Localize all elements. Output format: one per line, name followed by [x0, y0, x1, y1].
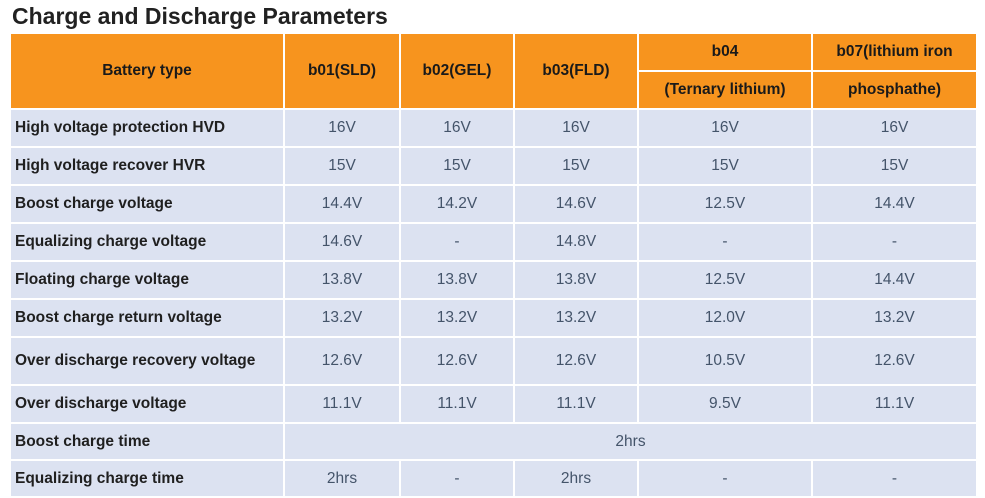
value-cell: 14.4V	[813, 186, 976, 222]
table-body: High voltage protection HVD 16V 16V 16V …	[11, 110, 976, 496]
value-cell: 12.0V	[639, 300, 811, 336]
value-cell: -	[813, 461, 976, 496]
value-cell: 12.6V	[813, 338, 976, 384]
value-cell: 15V	[401, 148, 513, 184]
page-title: Charge and Discharge Parameters	[12, 3, 388, 29]
value-cell: 12.5V	[639, 262, 811, 298]
table-row: Boost charge voltage 14.4V 14.2V 14.6V 1…	[11, 186, 976, 222]
table-row: Over discharge recovery voltage 12.6V 12…	[11, 338, 976, 384]
value-cell: 14.4V	[285, 186, 399, 222]
value-cell: 14.6V	[515, 186, 637, 222]
row-label: Boost charge return voltage	[11, 300, 283, 336]
value-cell: 13.2V	[401, 300, 513, 336]
table-row: High voltage recover HVR 15V 15V 15V 15V…	[11, 148, 976, 184]
value-cell: 14.8V	[515, 224, 637, 260]
table-row: Equalizing charge time 2hrs - 2hrs - -	[11, 461, 976, 496]
header-b03: b03(FLD)	[515, 34, 637, 108]
row-label: Over discharge voltage	[11, 386, 283, 422]
value-cell: -	[639, 461, 811, 496]
value-cell: 14.4V	[813, 262, 976, 298]
value-cell: 16V	[401, 110, 513, 146]
table-row: Floating charge voltage 13.8V 13.8V 13.8…	[11, 262, 976, 298]
header-b02: b02(GEL)	[401, 34, 513, 108]
header-b07-line2: phosphathe)	[813, 72, 976, 108]
value-cell: 11.1V	[515, 386, 637, 422]
value-cell: 2hrs	[515, 461, 637, 496]
row-label: High voltage protection HVD	[11, 110, 283, 146]
table-row: Equalizing charge voltage 14.6V - 14.8V …	[11, 224, 976, 260]
value-cell: 14.2V	[401, 186, 513, 222]
value-cell: 10.5V	[639, 338, 811, 384]
header-b04-line1: b04	[639, 34, 811, 70]
table-row: High voltage protection HVD 16V 16V 16V …	[11, 110, 976, 146]
row-label: Equalizing charge time	[11, 461, 283, 496]
row-label: Over discharge recovery voltage	[11, 338, 283, 384]
value-cell: -	[813, 224, 976, 260]
value-cell: 13.8V	[515, 262, 637, 298]
value-cell: 15V	[515, 148, 637, 184]
value-cell: 16V	[515, 110, 637, 146]
value-cell: 14.6V	[285, 224, 399, 260]
merged-value-cell: 2hrs	[285, 424, 976, 459]
value-cell: 15V	[813, 148, 976, 184]
value-cell: 12.6V	[515, 338, 637, 384]
value-cell: 12.6V	[401, 338, 513, 384]
header-b04-line2: (Ternary lithium)	[639, 72, 811, 108]
value-cell: 13.2V	[813, 300, 976, 336]
value-cell: 12.6V	[285, 338, 399, 384]
value-cell: -	[401, 461, 513, 496]
table-header: Battery type b01(SLD) b02(GEL) b03(FLD) …	[11, 34, 976, 108]
value-cell: -	[639, 224, 811, 260]
parameters-table: Battery type b01(SLD) b02(GEL) b03(FLD) …	[9, 32, 978, 498]
table-row: Boost charge return voltage 13.2V 13.2V …	[11, 300, 976, 336]
value-cell: 11.1V	[285, 386, 399, 422]
value-cell: 9.5V	[639, 386, 811, 422]
row-label: Boost charge voltage	[11, 186, 283, 222]
value-cell: 15V	[285, 148, 399, 184]
row-label: High voltage recover HVR	[11, 148, 283, 184]
value-cell: 2hrs	[285, 461, 399, 496]
value-cell: 13.2V	[285, 300, 399, 336]
table-row: Over discharge voltage 11.1V 11.1V 11.1V…	[11, 386, 976, 422]
value-cell: 13.8V	[285, 262, 399, 298]
value-cell: 16V	[285, 110, 399, 146]
row-label: Equalizing charge voltage	[11, 224, 283, 260]
value-cell: 15V	[639, 148, 811, 184]
value-cell: 16V	[813, 110, 976, 146]
header-b07-line1: b07(lithium iron	[813, 34, 976, 70]
value-cell: 11.1V	[401, 386, 513, 422]
value-cell: 11.1V	[813, 386, 976, 422]
value-cell: 16V	[639, 110, 811, 146]
header-b01: b01(SLD)	[285, 34, 399, 108]
value-cell: -	[401, 224, 513, 260]
row-label: Boost charge time	[11, 424, 283, 459]
value-cell: 13.8V	[401, 262, 513, 298]
value-cell: 12.5V	[639, 186, 811, 222]
header-battery-type: Battery type	[11, 34, 283, 108]
table-row: Boost charge time 2hrs	[11, 424, 976, 459]
value-cell: 13.2V	[515, 300, 637, 336]
row-label: Floating charge voltage	[11, 262, 283, 298]
